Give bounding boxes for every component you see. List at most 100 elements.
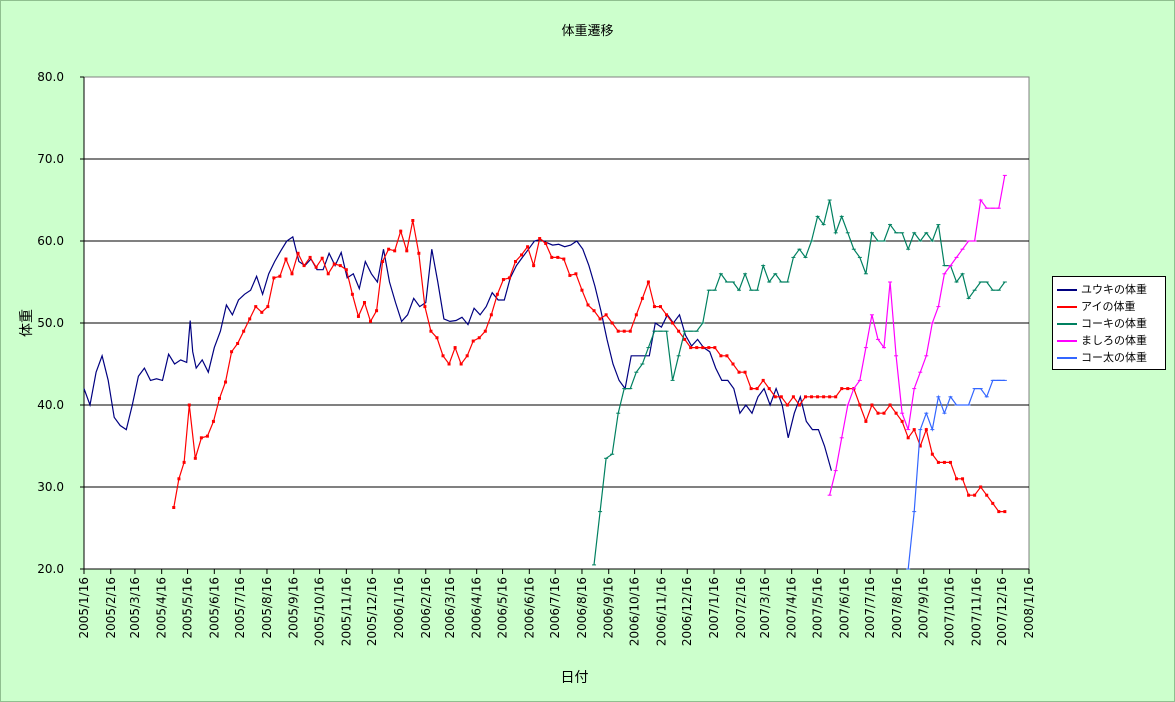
x-tick-label: 2007/1/16 (707, 577, 721, 639)
y-tick-label: 40.0 (37, 398, 64, 412)
data-point-1 (465, 354, 469, 358)
data-point-1 (177, 477, 181, 481)
y-tick-label: 60.0 (37, 234, 64, 248)
data-point-1 (562, 257, 566, 261)
data-point-1 (725, 354, 729, 358)
data-point-1 (713, 346, 717, 350)
data-point-1 (314, 265, 318, 269)
data-point-1 (785, 403, 789, 407)
data-point-1 (435, 336, 439, 340)
data-point-1 (634, 313, 638, 317)
data-point-1 (936, 460, 940, 464)
data-point-1 (381, 260, 385, 263)
data-point-1 (501, 278, 505, 282)
data-point-1 (350, 292, 354, 296)
data-point-1 (592, 309, 596, 313)
data-point-1 (254, 305, 258, 309)
x-tick-label: 2005/9/16 (287, 577, 301, 639)
data-point-1 (332, 262, 336, 266)
x-tick-label: 2006/7/16 (548, 577, 562, 639)
data-point-1 (604, 313, 608, 317)
data-point-1 (399, 229, 403, 233)
x-tick-label: 2008/1/16 (1022, 577, 1036, 639)
data-point-1 (791, 395, 795, 399)
data-point-1 (640, 296, 644, 300)
data-point-1 (236, 342, 240, 345)
legend-item-ai: アイの体重 (1057, 299, 1163, 315)
x-tick-label: 2007/12/16 (995, 577, 1009, 646)
data-point-1 (683, 337, 687, 341)
x-tick-label: 2006/1/16 (392, 577, 406, 639)
data-point-1 (172, 506, 176, 509)
data-point-1 (211, 419, 215, 423)
legend: ユウキの体重 アイの体重 コーキの体重 ましろの体重 コー太の体重 (1052, 276, 1166, 370)
x-tick-label: 2007/9/16 (917, 577, 931, 639)
data-point-1 (979, 485, 983, 489)
data-point-1 (948, 460, 952, 464)
data-point-1 (308, 255, 312, 259)
data-point-1 (882, 411, 886, 415)
x-tick-label: 2006/11/16 (654, 577, 668, 646)
data-point-1 (906, 436, 910, 440)
x-tick-label: 2006/10/16 (628, 577, 642, 646)
data-point-1 (828, 395, 832, 399)
data-point-1 (743, 370, 747, 374)
data-point-1 (230, 350, 234, 354)
data-point-1 (423, 305, 427, 309)
data-point-1 (429, 329, 433, 333)
data-point-1 (816, 395, 820, 399)
x-tick-label: 2007/3/16 (758, 577, 772, 639)
data-point-1 (375, 309, 379, 313)
y-tick-label: 70.0 (37, 152, 64, 166)
data-point-1 (248, 317, 252, 321)
data-point-1 (538, 237, 542, 241)
legend-label-mashiro: ましろの体重 (1081, 334, 1147, 347)
x-tick-label: 2005/6/16 (207, 577, 221, 639)
data-point-1 (284, 257, 288, 261)
data-point-1 (272, 276, 276, 280)
data-point-1 (737, 370, 741, 374)
data-point-1 (942, 460, 946, 464)
data-point-1 (514, 260, 518, 263)
data-point-1 (568, 273, 572, 277)
data-point-1 (471, 339, 475, 343)
x-tick-label: 2006/2/16 (419, 577, 433, 639)
legend-swatch-kouki (1057, 323, 1077, 325)
data-point-1 (761, 378, 765, 382)
y-tick-label: 30.0 (37, 480, 64, 494)
data-point-1 (749, 387, 753, 391)
y-axis-title: 体重 (19, 309, 35, 337)
x-tick-label: 2007/11/16 (969, 577, 983, 646)
data-point-1 (671, 321, 675, 325)
data-point-1 (985, 493, 989, 497)
data-point-1 (574, 272, 578, 276)
x-tick-label: 2006/9/16 (602, 577, 616, 639)
data-point-1 (507, 276, 511, 280)
data-point-1 (955, 477, 959, 481)
data-point-1 (453, 346, 457, 350)
data-point-1 (580, 288, 584, 292)
legend-swatch-kouta (1057, 357, 1077, 359)
data-point-1 (411, 219, 415, 222)
data-point-1 (483, 329, 487, 333)
data-point-1 (652, 305, 656, 309)
data-point-1 (459, 362, 463, 366)
data-point-1 (894, 411, 898, 415)
series-line-3 (829, 175, 1006, 496)
x-tick-label: 2006/6/16 (522, 577, 536, 639)
data-point-1 (707, 346, 711, 350)
legend-item-kouki: コーキの体重 (1057, 316, 1163, 332)
legend-item-kouta: コー太の体重 (1057, 350, 1163, 366)
data-point-1 (658, 305, 662, 309)
data-point-1 (302, 264, 306, 268)
data-point-1 (622, 329, 626, 333)
x-tick-label: 2006/4/16 (470, 577, 484, 639)
data-point-1 (193, 456, 197, 460)
x-tick-label: 2005/4/16 (155, 577, 169, 639)
x-tick-label: 2007/5/16 (811, 577, 825, 639)
y-tick-label: 20.0 (37, 562, 64, 576)
data-point-1 (610, 321, 614, 325)
data-point-1 (387, 247, 391, 251)
legend-swatch-ai (1057, 306, 1077, 308)
